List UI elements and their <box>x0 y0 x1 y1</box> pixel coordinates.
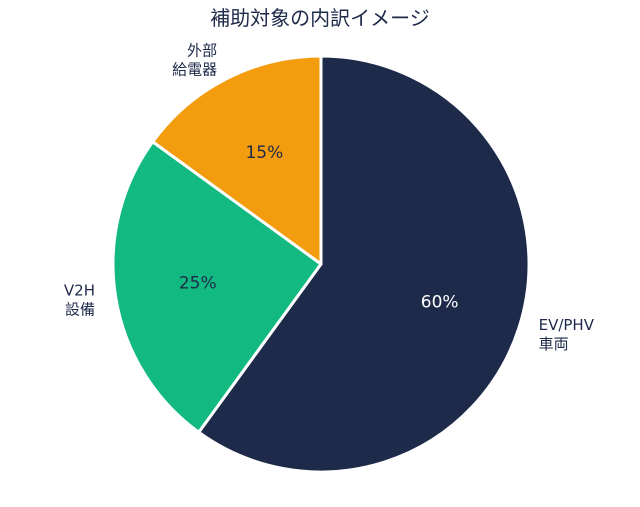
category-label-item: 外部給電器 <box>172 42 217 79</box>
category-label-ev-phv: EV/PHV 車両 <box>539 316 595 353</box>
percent-label-ev-phv: 60% <box>421 293 459 313</box>
pie-slice-v2h <box>111 140 323 434</box>
category-label-line: EV/PHV <box>539 316 595 334</box>
category-label-v2h: V2H 設備 <box>64 281 95 318</box>
percent-label-v2h: 25% <box>179 274 217 294</box>
pie-labels: 60% EV/PHV 車両 25% V2H 設備 15% 外部給電器 <box>64 42 595 354</box>
pie-slices <box>111 54 531 474</box>
percent-label-item: 15% <box>245 143 283 163</box>
category-label-line: 給電器 <box>172 61 217 79</box>
category-label-line: 設備 <box>65 300 95 318</box>
category-label-line: 車両 <box>539 335 569 353</box>
pie-slice-item <box>151 54 323 266</box>
category-label-line: 外部 <box>187 42 217 60</box>
category-label-line: V2H <box>64 281 95 299</box>
chart-title: 補助対象の内訳イメージ <box>210 6 430 30</box>
pie-slice-ev-phv <box>197 54 531 474</box>
